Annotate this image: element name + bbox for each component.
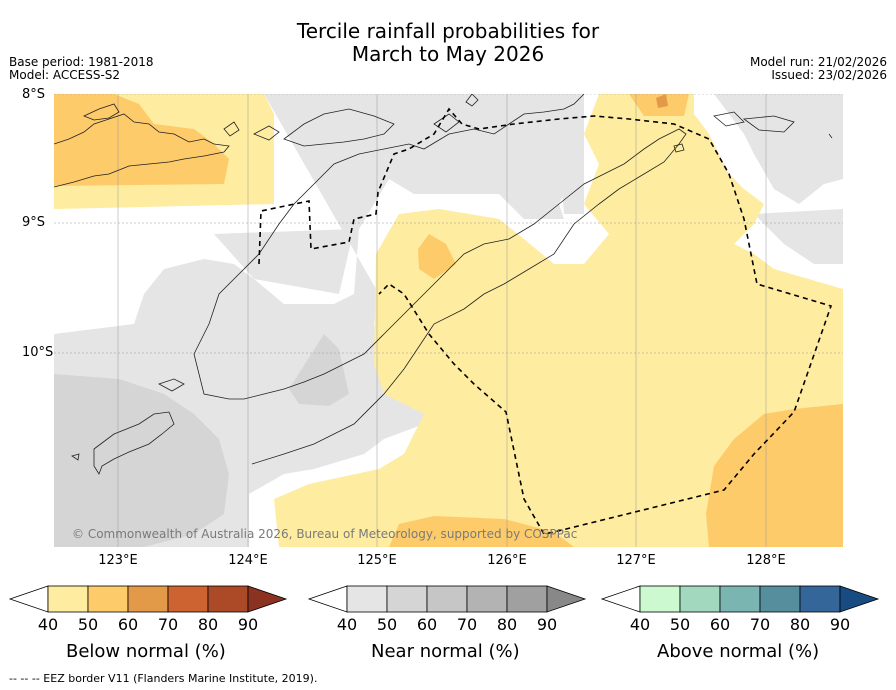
colorbar-above bbox=[600, 585, 880, 613]
below-tick: 50 bbox=[77, 615, 99, 634]
above-swatch-60-70 bbox=[719, 585, 761, 613]
lon-label-124e: 124°E bbox=[228, 553, 268, 568]
near-normal-50-regions bbox=[54, 334, 349, 547]
colorbar-below bbox=[8, 585, 288, 613]
title-line-2: March to May 2026 bbox=[351, 42, 545, 66]
base-period: Base period: 1981-2018 bbox=[9, 55, 154, 69]
above-swatch-40-50 bbox=[639, 585, 681, 613]
above-tick: 70 bbox=[749, 615, 771, 634]
below-swatch-70-80 bbox=[167, 585, 209, 613]
model-info: Base period: 1981-2018 Model: ACCESS-S2 bbox=[9, 56, 154, 82]
title-line-1: Tercile rainfall probabilities for bbox=[296, 19, 600, 43]
below-min-extend bbox=[8, 585, 49, 613]
above-tick: 40 bbox=[629, 615, 651, 634]
near-swatch-70-80 bbox=[466, 585, 508, 613]
lon-label-123e: 123°E bbox=[98, 553, 138, 568]
lat-label-9s: 9°S bbox=[22, 215, 46, 230]
near-tick: 70 bbox=[456, 615, 478, 634]
near-tick: 40 bbox=[336, 615, 358, 634]
below-normal-60-regions bbox=[54, 94, 843, 547]
near-tick: 60 bbox=[416, 615, 438, 634]
below-swatch-80-90 bbox=[207, 585, 249, 613]
lon-label-128e: 128°E bbox=[746, 553, 786, 568]
below-tick: 80 bbox=[197, 615, 219, 634]
below-tick: 60 bbox=[117, 615, 139, 634]
lat-label-8s: 8°S bbox=[22, 87, 46, 102]
probability-map bbox=[54, 94, 843, 547]
near-tick: 80 bbox=[496, 615, 518, 634]
below-swatch-40-50 bbox=[47, 585, 89, 613]
near-tick: 90 bbox=[536, 615, 558, 634]
above-tick: 80 bbox=[789, 615, 811, 634]
near-max-extend bbox=[546, 585, 587, 613]
model-name: Model: ACCESS-S2 bbox=[9, 68, 121, 82]
copyright-notice: © Commonwealth of Australia 2026, Bureau… bbox=[72, 527, 578, 541]
near-swatch-50-60 bbox=[386, 585, 428, 613]
below-tick: 70 bbox=[157, 615, 179, 634]
lon-label-127e: 127°E bbox=[616, 553, 656, 568]
lat-label-10s: 10°S bbox=[22, 345, 54, 360]
run-info: Model run: 21/02/2026 Issued: 23/02/2026 bbox=[750, 56, 887, 82]
above-max-extend bbox=[839, 585, 880, 613]
above-min-extend bbox=[600, 585, 641, 613]
near-tick: 50 bbox=[376, 615, 398, 634]
above-swatch-70-80 bbox=[759, 585, 801, 613]
below-swatch-60-70 bbox=[127, 585, 169, 613]
above-normal-label: Above normal (%) bbox=[657, 641, 820, 662]
above-tick: 50 bbox=[669, 615, 691, 634]
near-normal-label: Near normal (%) bbox=[371, 641, 520, 662]
below-tick: 90 bbox=[237, 615, 259, 634]
near-swatch-80-90 bbox=[506, 585, 548, 613]
lon-label-126e: 126°E bbox=[487, 553, 527, 568]
below-max-extend bbox=[247, 585, 288, 613]
below-swatch-50-60 bbox=[87, 585, 129, 613]
near-min-extend bbox=[307, 585, 348, 613]
above-swatch-50-60 bbox=[679, 585, 721, 613]
map-title: Tercile rainfall probabilities for March… bbox=[0, 20, 896, 66]
lon-label-125e: 125°E bbox=[357, 553, 397, 568]
eez-legend-note: -- -- -- EEZ border V11 (Flanders Marine… bbox=[9, 672, 318, 685]
above-tick: 60 bbox=[709, 615, 731, 634]
below-tick: 40 bbox=[37, 615, 59, 634]
coastlines bbox=[54, 94, 833, 475]
colorbar-near bbox=[307, 585, 587, 613]
eez-borders bbox=[258, 107, 833, 535]
below-normal-label: Below normal (%) bbox=[66, 641, 226, 662]
above-swatch-80-90 bbox=[799, 585, 841, 613]
gridlines bbox=[54, 94, 843, 547]
colorbars bbox=[8, 585, 880, 613]
issued-date: Issued: 23/02/2026 bbox=[771, 68, 887, 82]
near-swatch-60-70 bbox=[426, 585, 468, 613]
model-run-date: Model run: 21/02/2026 bbox=[749, 55, 887, 69]
above-tick: 90 bbox=[829, 615, 851, 634]
below-normal-70-regions bbox=[656, 94, 668, 108]
near-swatch-40-50 bbox=[346, 585, 388, 613]
